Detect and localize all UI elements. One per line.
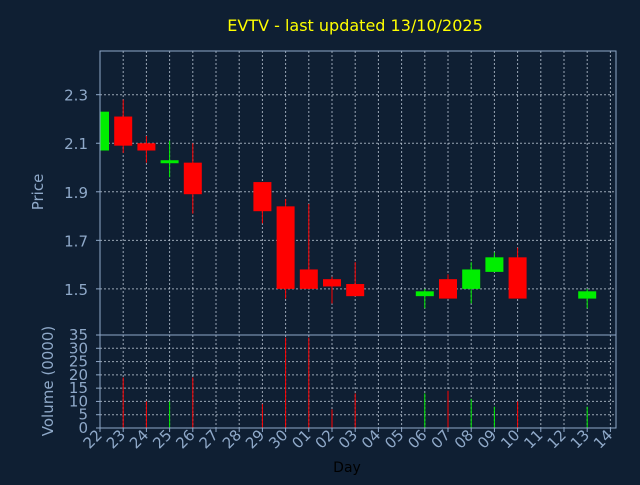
candle-body: [415, 291, 434, 297]
candle-body: [253, 182, 272, 212]
volume-bars: [122, 337, 588, 428]
price-tick-label: 1.5: [64, 281, 88, 299]
candle-body: [160, 160, 179, 164]
candle-body: [578, 291, 597, 299]
candle-body: [439, 279, 457, 299]
volume-tick-label: 35: [69, 326, 88, 344]
price-y-ticks: 1.5 1.7 1.9 2.1 2.3: [64, 87, 100, 299]
volume-grid: [100, 334, 616, 428]
candle-body: [299, 269, 318, 289]
candle-body: [114, 116, 133, 146]
price-axis-label: Price: [29, 174, 47, 211]
volume-tick-label: 10: [69, 392, 88, 410]
volume-axis-label: Volume (0000): [39, 326, 57, 436]
volume-tick-label: 30: [69, 339, 88, 357]
x-ticks: 2223242526272829300102030405060708091011…: [80, 426, 617, 452]
volume-tick-label: 0: [78, 419, 88, 437]
candle-body: [323, 279, 341, 287]
price-tick-label: 2.3: [64, 87, 88, 105]
candle-body: [100, 111, 109, 151]
candle-body: [276, 206, 295, 289]
candle-body: [137, 143, 156, 151]
plot-frames: [99, 50, 617, 429]
x-tick-label: 14: [590, 426, 616, 452]
candle-body: [508, 257, 527, 299]
volume-frame: [99, 334, 617, 429]
volume-tick-label: 25: [69, 353, 88, 371]
volume-tick-label: 15: [69, 379, 88, 397]
price-tick-label: 1.9: [64, 184, 88, 202]
price-candles: [99, 99, 597, 309]
price-tick-label: 2.1: [64, 135, 88, 153]
chart-title: EVTV - last updated 13/10/2025: [227, 16, 483, 35]
candle-body: [346, 284, 365, 297]
candle-body: [183, 162, 202, 195]
volume-tick-label: 20: [69, 366, 88, 384]
candle-body: [462, 269, 481, 289]
volume-tick-label: 5: [78, 406, 88, 424]
candle-body: [485, 257, 504, 272]
x-axis-label: Day: [333, 460, 361, 476]
price-tick-label: 1.7: [64, 232, 88, 250]
